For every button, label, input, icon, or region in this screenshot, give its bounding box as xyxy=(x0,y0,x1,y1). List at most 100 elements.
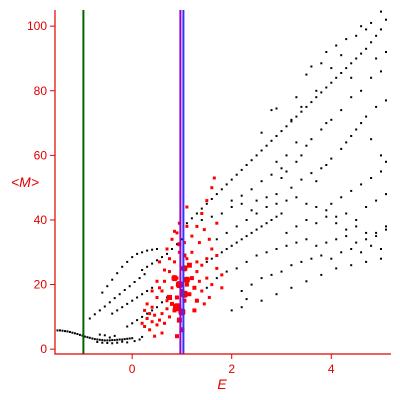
data-point xyxy=(285,199,288,202)
data-point xyxy=(285,244,288,247)
data-point xyxy=(131,337,134,340)
data-point xyxy=(212,176,216,180)
axes xyxy=(54,10,391,355)
data-point xyxy=(158,286,161,290)
data-point xyxy=(385,18,387,21)
data-point xyxy=(370,138,373,141)
data-point xyxy=(225,248,228,250)
data-point xyxy=(215,238,218,241)
data-point xyxy=(245,219,248,221)
data-point xyxy=(305,219,308,221)
data-point xyxy=(205,202,208,205)
data-point xyxy=(305,202,308,205)
data-point xyxy=(275,202,278,205)
data-point xyxy=(280,167,283,170)
data-point xyxy=(91,337,94,340)
data-point xyxy=(98,338,101,341)
data-point xyxy=(245,164,248,166)
data-point xyxy=(335,222,338,225)
data-point xyxy=(385,99,387,102)
data-point xyxy=(195,270,199,274)
data-point xyxy=(165,247,169,251)
data-point xyxy=(310,138,313,141)
data-point xyxy=(340,109,343,112)
data-point xyxy=(220,188,223,191)
data-point xyxy=(141,315,144,318)
data-point xyxy=(280,130,283,133)
data-point xyxy=(113,334,116,337)
data-point xyxy=(320,62,323,65)
data-point xyxy=(230,199,233,202)
data-point xyxy=(215,266,219,270)
data-point xyxy=(215,254,219,257)
data-point xyxy=(325,215,328,218)
data-point xyxy=(275,215,278,218)
data-point xyxy=(141,251,144,254)
data-point xyxy=(138,338,141,341)
data-point xyxy=(121,265,124,268)
data-point xyxy=(375,235,378,238)
data-point xyxy=(133,340,136,343)
data-point xyxy=(146,290,149,292)
data-point xyxy=(355,34,358,37)
data-point xyxy=(365,28,368,31)
data-point xyxy=(365,206,368,208)
data-point xyxy=(340,251,343,254)
data-point xyxy=(270,219,273,221)
data-point xyxy=(225,270,228,273)
data-point xyxy=(220,273,224,277)
data-point xyxy=(320,128,323,131)
data-point xyxy=(171,275,178,282)
data-point xyxy=(171,248,173,250)
data-point xyxy=(192,285,197,290)
data-point xyxy=(350,76,353,79)
data-point xyxy=(68,331,71,333)
data-point xyxy=(380,70,382,73)
x-tick-label: 4 xyxy=(328,362,335,376)
data-point xyxy=(136,252,139,255)
data-point xyxy=(270,139,273,142)
data-point xyxy=(265,251,268,254)
data-point xyxy=(141,335,144,338)
data-point xyxy=(365,260,368,263)
data-point xyxy=(275,135,278,137)
data-point xyxy=(155,296,159,299)
data-point xyxy=(156,248,158,250)
data-point xyxy=(275,193,278,196)
data-point xyxy=(86,336,89,339)
data-point xyxy=(365,231,368,234)
data-point xyxy=(330,118,333,121)
data-point xyxy=(320,273,323,276)
data-point xyxy=(345,212,348,215)
data-point xyxy=(365,115,368,118)
data-point xyxy=(118,293,121,296)
data-point xyxy=(225,183,228,186)
data-point xyxy=(305,238,308,241)
data-point xyxy=(78,333,81,336)
data-point xyxy=(163,279,166,283)
data-point xyxy=(190,250,194,254)
data-point xyxy=(360,122,363,125)
x-tick-label: 2 xyxy=(228,362,235,376)
data-point xyxy=(310,172,313,175)
data-point xyxy=(285,231,288,234)
data-point xyxy=(126,325,129,328)
data-point xyxy=(205,260,208,263)
series-1 xyxy=(140,176,224,339)
data-point xyxy=(290,286,293,289)
data-point xyxy=(145,302,149,306)
data-point xyxy=(108,301,111,304)
data-point xyxy=(340,72,343,74)
data-point xyxy=(151,248,154,251)
data-point xyxy=(355,219,358,221)
data-point xyxy=(101,341,104,344)
data-point xyxy=(230,178,233,181)
data-point xyxy=(255,212,258,215)
data-point xyxy=(240,194,243,197)
data-point xyxy=(360,251,363,254)
data-point xyxy=(61,329,64,332)
data-point xyxy=(155,323,159,327)
data-point xyxy=(210,247,214,251)
data-point xyxy=(116,341,119,344)
